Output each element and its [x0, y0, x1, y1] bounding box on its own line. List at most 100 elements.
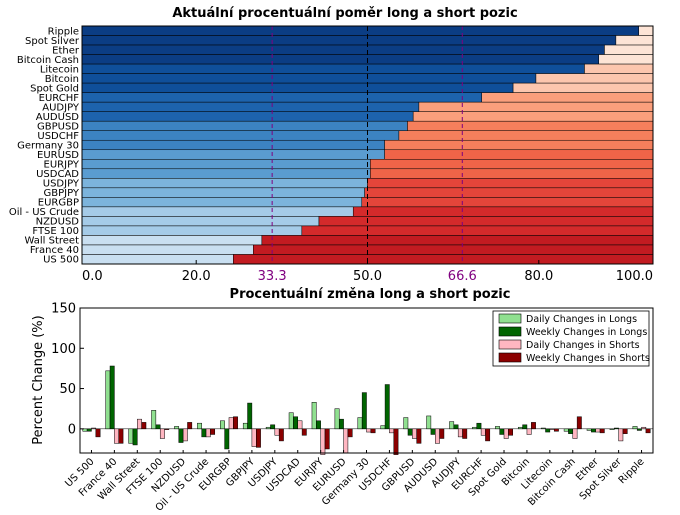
change-bar [480, 428, 486, 436]
change-bar [178, 428, 184, 443]
change-bar [228, 417, 234, 430]
bar-short [512, 82, 654, 93]
bar-short [535, 73, 654, 84]
change-bar [247, 402, 253, 430]
bar-short [361, 197, 654, 208]
change-bar [187, 422, 193, 430]
change-bar [141, 422, 147, 430]
change-bar [86, 428, 92, 432]
category-label: Germany 30 [17, 141, 79, 152]
change-bar [159, 428, 165, 439]
y-tick-label: 100 [51, 342, 76, 357]
legend-swatch-weekly-longs [498, 326, 522, 337]
change-bar [320, 428, 326, 455]
bar-short [301, 225, 654, 236]
change-bar [220, 420, 225, 430]
change-bar [439, 428, 445, 439]
category-label: Ether [52, 45, 80, 56]
change-bar [609, 428, 615, 430]
bar-long [81, 206, 354, 217]
bar-short [584, 63, 654, 74]
change-bar [495, 426, 500, 430]
change-bar [485, 428, 491, 442]
change-bar [563, 428, 569, 432]
change-bar [599, 428, 605, 434]
change-bar [182, 428, 188, 442]
change-bar [95, 428, 101, 438]
legend-label-weekly-longs: Weekly Changes in Longs [526, 327, 647, 338]
change-bar [274, 428, 280, 436]
top-chart-bars [81, 25, 654, 265]
category-label: GBPJPY [43, 188, 79, 199]
bar-short [370, 168, 654, 179]
change-bar [407, 428, 413, 436]
change-bar [251, 428, 257, 447]
change-bar [357, 417, 363, 430]
category-label: AUDJPY [42, 102, 80, 113]
change-bar [632, 426, 638, 430]
category-label: Ripple [617, 456, 647, 486]
change-bar [118, 428, 124, 444]
marker-tick-label: 33.3 [258, 269, 287, 284]
category-label: AUDUSD [36, 112, 80, 123]
change-bar [568, 428, 574, 434]
change-bar [256, 428, 261, 448]
x-tick-label: 100.0 [616, 269, 653, 284]
bar-long [81, 149, 385, 160]
category-label: Oil - US Crude [9, 207, 79, 218]
change-bar [114, 428, 119, 444]
change-bar [210, 428, 216, 435]
change-bar [316, 420, 321, 430]
bar-short [253, 244, 654, 255]
bar-short [598, 54, 654, 65]
bar-long [81, 101, 420, 112]
change-bar [416, 428, 422, 444]
bar-long [81, 25, 639, 36]
change-bar [370, 428, 376, 434]
bottom-chart-y-ticks: 0 50 100 150 [51, 302, 84, 437]
change-bar [499, 428, 505, 435]
bar-short [318, 216, 654, 227]
category-label: Bitcoin Cash [17, 55, 79, 66]
bar-short [261, 235, 654, 246]
bar-short [604, 44, 654, 55]
change-bar [91, 427, 97, 430]
bar-short [481, 92, 654, 103]
category-label: EURGBP [38, 198, 79, 209]
change-bar [384, 384, 390, 430]
category-label: Spot Silver [25, 36, 80, 47]
change-bar [393, 428, 399, 455]
bar-short [352, 206, 654, 217]
bottom-chart-legend: Daily Changes in Longs Weekly Changes in… [492, 310, 650, 367]
marker-tick-label: 66.6 [448, 269, 477, 284]
bar-long [81, 225, 303, 236]
category-label: GBPUSD [37, 121, 79, 132]
change-bar [503, 428, 509, 439]
bar-long [81, 178, 368, 189]
change-bar [591, 428, 596, 433]
bar-long [81, 216, 320, 227]
change-bar [636, 428, 642, 431]
change-bar [645, 428, 651, 434]
bar-long [81, 168, 371, 179]
change-bar [549, 428, 555, 430]
category-label: EURUSD [37, 150, 79, 161]
change-bar [435, 428, 440, 444]
change-bar [301, 428, 307, 436]
change-bar [137, 418, 142, 430]
change-bar [297, 420, 303, 430]
change-bar [338, 418, 344, 430]
top-chart-title: Aktuální procentuální poměr long a short… [172, 6, 517, 21]
change-bar [453, 424, 459, 430]
category-label: France 40 [30, 245, 79, 256]
change-bar [151, 410, 157, 430]
change-bar [347, 428, 353, 438]
legend-swatch-weekly-shorts [498, 352, 522, 363]
bar-long [81, 254, 234, 265]
change-bar [462, 428, 468, 439]
change-bar [174, 426, 180, 430]
change-bar [205, 428, 211, 438]
legend-swatch-daily-shorts [498, 339, 522, 350]
legend-label-weekly-shorts: Weekly Changes in Shorts [526, 353, 650, 364]
